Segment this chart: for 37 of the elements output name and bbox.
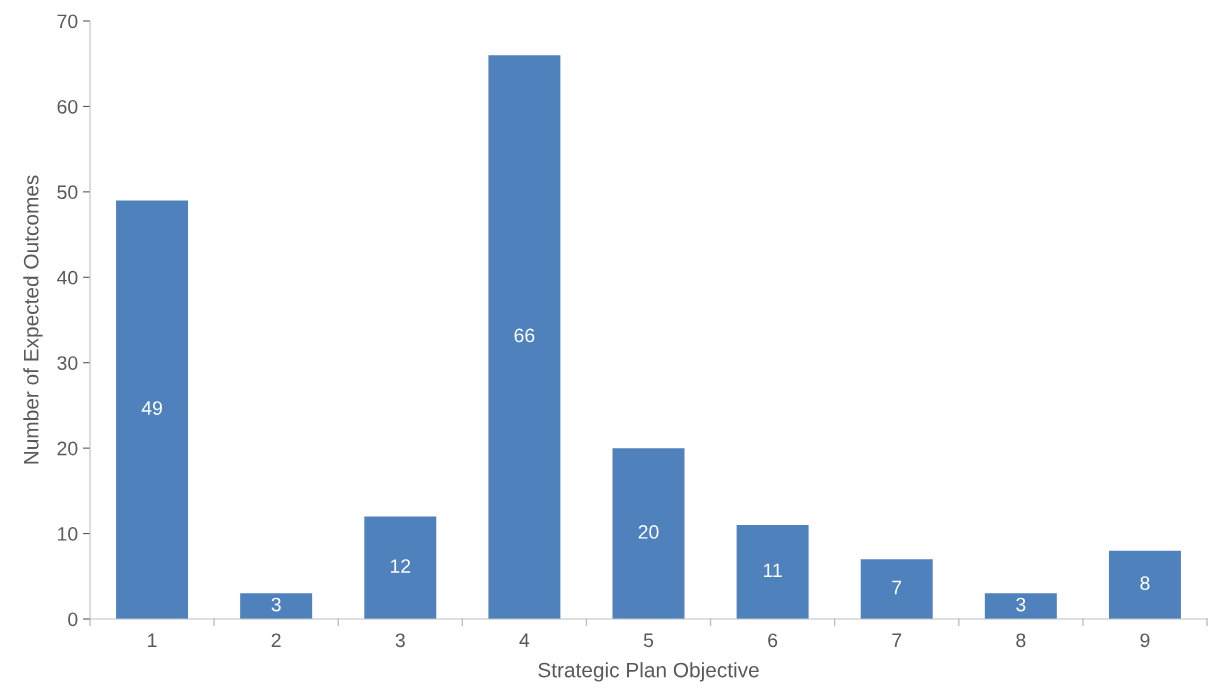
- x-tick-label: 2: [271, 633, 281, 647]
- x-tick-label: 3: [395, 633, 405, 648]
- data-label: 3: [1016, 597, 1026, 612]
- bar: [612, 448, 685, 619]
- y-tick-label: 10: [58, 527, 78, 541]
- data-label: 12: [390, 559, 411, 573]
- x-tick-label: 9: [1140, 633, 1150, 648]
- bar: [488, 55, 561, 619]
- y-tick-label: 70: [57, 14, 78, 29]
- data-label: 7: [892, 580, 902, 595]
- x-tick-label: 7: [892, 633, 902, 647]
- y-axis-title: Number of Expected Outcomes: [23, 175, 43, 464]
- data-label: 66: [514, 328, 535, 343]
- x-tick-label: 5: [643, 633, 654, 648]
- y-tick-label: 0: [68, 612, 78, 627]
- x-tick-label: 4: [519, 633, 530, 647]
- data-label: 3: [271, 597, 281, 612]
- bar: [240, 593, 313, 619]
- bar: [364, 516, 437, 619]
- y-tick-label: 30: [57, 356, 78, 370]
- bar: [860, 559, 933, 619]
- data-label: 20: [638, 525, 659, 539]
- y-tick-label: 20: [57, 441, 78, 456]
- data-label: 49: [141, 401, 162, 415]
- x-tick-label: 1: [148, 633, 157, 647]
- bar: [984, 593, 1057, 619]
- bar: [116, 200, 189, 619]
- x-tick-label: 8: [1016, 633, 1026, 648]
- data-label: 8: [1140, 576, 1150, 591]
- data-label: 11: [764, 563, 782, 578]
- y-tick-label: 60: [57, 99, 78, 114]
- x-tick-label: 6: [768, 633, 778, 648]
- y-tick-label: 50: [57, 185, 78, 200]
- bar: [736, 525, 809, 619]
- x-axis-title: Strategic Plan Objective: [538, 662, 759, 682]
- y-tick-label: 40: [57, 270, 78, 285]
- bar: [1108, 550, 1181, 619]
